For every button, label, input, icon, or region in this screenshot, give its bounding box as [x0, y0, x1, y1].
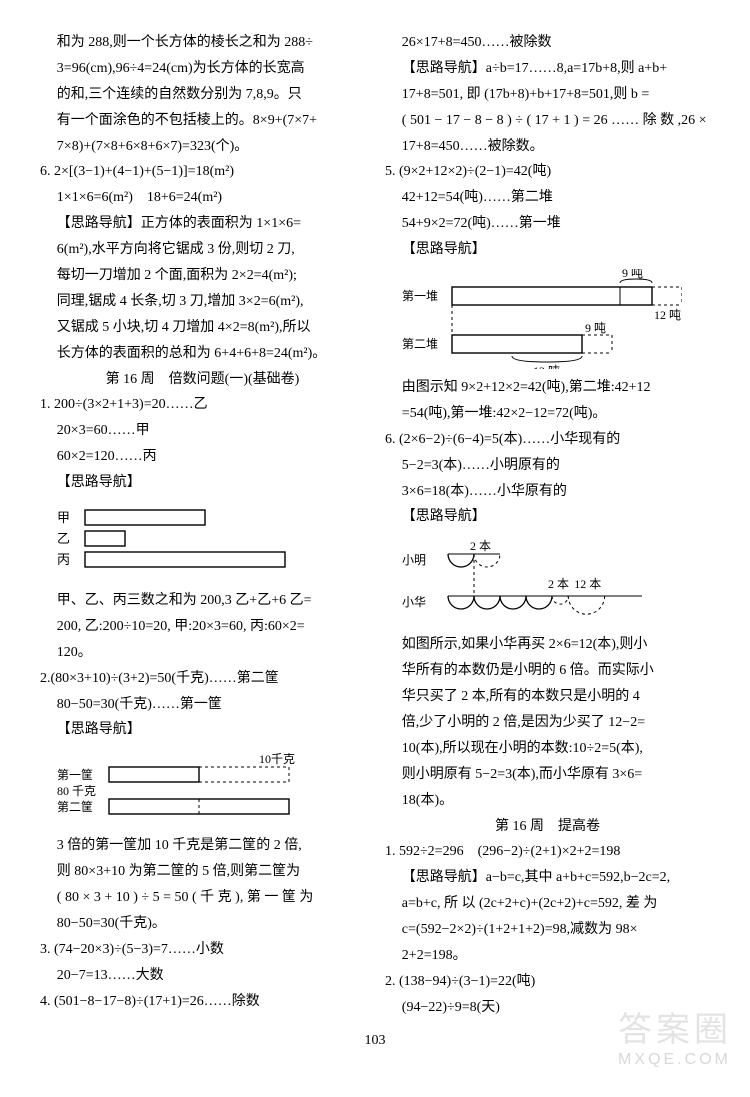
text: 又锯成 5 小块,切 4 刀增加 4×2=8(m²),所以	[57, 320, 311, 335]
svg-text:12 吨: 12 吨	[533, 364, 560, 369]
q1-conclusion: 甲、乙、丙三数之和为 200,3 乙+乙+6 乙= 200, 乙:200÷10=…	[40, 588, 365, 666]
p6-line1: 6. 2×[(3−1)+(4−1)+(5−1)]=18(m²)	[40, 159, 365, 185]
q3-line1: 3. (74−20×3)÷(5−3)=7……小数	[40, 937, 365, 963]
q1-line2: 20×3=60……甲	[40, 418, 365, 444]
svg-text:12 吨: 12 吨	[654, 308, 681, 322]
text: 200, 乙:200÷10=20, 甲:20×3=60, 丙:60×2=	[57, 619, 305, 634]
q2-bar-diagram: 第一筐 80 千克第二筐 10千克	[57, 749, 365, 827]
q4-continuation: 26×17+8=450……被除数 【思路导航】a÷b=17……8,a=17b+8…	[385, 30, 710, 159]
text: 3=96(cm),96÷4=24(cm)为长方体的长宽高	[57, 61, 305, 76]
text: 和为 288,则一个长方体的棱长之和为 288÷	[57, 35, 313, 50]
q2-line2: 80−50=30(千克)……第一筐	[40, 692, 365, 718]
p5-continuation: 和为 288,则一个长方体的棱长之和为 288÷ 3=96(cm),96÷4=2…	[40, 30, 365, 159]
q1-line3: 60×2=120……丙	[40, 444, 365, 470]
text: 2+2=198。	[402, 948, 467, 963]
q5-conclusion: 由图示知 9×2+12×2=42(吨),第二堆:42+12 =54(吨),第一堆…	[385, 375, 710, 427]
text: 倍,少了小明的 2 倍,是因为少买了 12−2=	[402, 715, 645, 730]
text: 每切一刀增加 2 个面,面积为 2×2=4(m²);	[57, 268, 297, 283]
text: 华所有的本数仍是小明的 6 倍。而实际小	[402, 663, 654, 678]
left-column: 和为 288,则一个长方体的棱长之和为 288÷ 3=96(cm),96÷4=2…	[40, 30, 365, 1021]
text: 【思路导航】a−b=c,其中 a+b+c=592,b−2c=2,	[402, 870, 670, 885]
svg-text:乙: 乙	[57, 531, 70, 546]
section-header-advance: 第 16 周 提高卷	[385, 814, 710, 840]
text: 10(本),所以现在小明的本数:10÷2=5(本),	[402, 741, 643, 756]
svg-text:第一筐: 第一筐	[57, 767, 93, 782]
q2-conclusion: 3 倍的第一筐加 10 千克是第二筐的 2 倍, 则 80×3+10 为第二筐的…	[40, 833, 365, 937]
svg-text:2 本: 2 本	[470, 539, 491, 553]
text: 26×17+8=450……被除数	[402, 35, 552, 50]
page-number: 103	[40, 1033, 710, 1049]
tq1-line1: 1. 592÷2=296 (296−2)÷(2+1)×2+2=198	[385, 839, 710, 865]
svg-text:80 千克: 80 千克	[57, 784, 96, 798]
svg-text:9 吨: 9 吨	[585, 321, 606, 335]
text: 则小明原有 5−2=3(本),而小华原有 3×6=	[402, 767, 642, 782]
text: 长方体的表面积的总和为 6+4+6+8=24(m²)。	[57, 346, 327, 361]
svg-text:第二堆: 第二堆	[402, 337, 438, 351]
svg-text:2 本: 2 本	[548, 577, 569, 591]
q1-line1: 1. 200÷(3×2+1+3)=20……乙	[40, 392, 365, 418]
svg-text:小华: 小华	[402, 595, 426, 609]
tq2-line1: 2. (138−94)÷(3−1)=22(吨)	[385, 969, 710, 995]
q5-diagram: 第一堆第二堆 9 吨 12 吨 9 吨 12 吨	[402, 269, 710, 369]
text: 华只买了 2 本,所有的本数只是小明的 4	[402, 689, 640, 704]
svg-text:第二筐: 第二筐	[57, 799, 93, 814]
text: 17+8=501, 即 (17b+8)+b+17+8=501,则 b =	[402, 87, 650, 102]
q5-line2: 42+12=54(吨)……第二堆	[385, 185, 710, 211]
text: 同理,锯成 4 长条,切 3 刀,增加 3×2=6(m²),	[57, 294, 304, 309]
svg-text:10千克: 10千克	[259, 752, 295, 766]
q6-conclusion: 如图所示,如果小华再买 2×6=12(本),则小 华所有的本数仍是小明的 6 倍…	[385, 632, 710, 813]
text: 17+8=450……被除数。	[402, 139, 544, 154]
q5-line3: 54+9×2=72(吨)……第一堆	[385, 211, 710, 237]
q6-line3: 3×6=18(本)……小华原有的	[385, 479, 710, 505]
section-header-basic: 第 16 周 倍数问题(一)(基础卷)	[40, 367, 365, 393]
text: 18(本)。	[402, 793, 453, 808]
content-columns: 和为 288,则一个长方体的棱长之和为 288÷ 3=96(cm),96÷4=2…	[40, 30, 710, 1021]
q2-thinking-hdr: 【思路导航】	[40, 717, 365, 743]
text: 甲、乙、丙三数之和为 200,3 乙+乙+6 乙=	[57, 593, 312, 608]
text: c=(592−2×2)÷(1+2+1+2)=98,减数为 98×	[402, 922, 638, 937]
svg-text:丙: 丙	[57, 552, 70, 567]
text: 7×8)+(7×8+6×8+6×7)=323(个)。	[57, 139, 248, 154]
q2-line1: 2.(80×3+10)÷(3+2)=50(千克)……第二筐	[40, 666, 365, 692]
text: 如图所示,如果小华再买 2×6=12(本),则小	[402, 637, 648, 652]
p6-line2: 1×1×6=6(m²) 18+6=24(m²)	[40, 185, 365, 211]
text: 【思路导航】正方体的表面积为 1×1×6=	[57, 216, 301, 231]
q6-line1: 6. (2×6−2)÷(6−4)=5(本)……小华现有的	[385, 427, 710, 453]
text: a=b+c, 所 以 (2c+2+c)+(2c+2)+c=592, 差 为	[402, 896, 658, 911]
q1-thinking-hdr: 【思路导航】	[40, 470, 365, 496]
text: =54(吨),第一堆:42×2−12=72(吨)。	[402, 406, 607, 421]
svg-text:12 本: 12 本	[574, 577, 601, 591]
tq1-thinking: 【思路导航】a−b=c,其中 a+b+c=592,b−2c=2, a=b+c, …	[385, 865, 710, 969]
q6-diagram: 小明小华 2 本 2 本 12 本	[402, 536, 710, 626]
svg-text:甲: 甲	[57, 510, 70, 525]
tq2-line2: (94−22)÷9=8(天)	[385, 995, 710, 1021]
q3-line2: 20−7=13……大数	[40, 963, 365, 989]
svg-text:小明: 小明	[402, 553, 426, 567]
q6-line2: 5−2=3(本)……小明原有的	[385, 453, 710, 479]
text: 由图示知 9×2+12×2=42(吨),第二堆:42+12	[402, 380, 651, 395]
text: 的和,三个连续的自然数分别为 7,8,9。只	[57, 87, 302, 102]
watermark-line2: MXQE.COM	[618, 1051, 732, 1069]
right-column: 26×17+8=450……被除数 【思路导航】a÷b=17……8,a=17b+8…	[385, 30, 710, 1021]
text: 80−50=30(千克)。	[57, 916, 166, 931]
text: 【思路导航】a÷b=17……8,a=17b+8,则 a+b+	[402, 61, 667, 76]
text: ( 80 × 3 + 10 ) ÷ 5 = 50 ( 千 克 ), 第 一 筐 …	[57, 890, 314, 905]
svg-text:9 吨: 9 吨	[622, 269, 643, 280]
q6-thinking-hdr: 【思路导航】	[385, 504, 710, 530]
text: 则 80×3+10 为第二筐的 5 倍,则第二筐为	[57, 864, 300, 879]
svg-text:第一堆: 第一堆	[402, 289, 438, 303]
text: 有一个面涂色的不包括棱上的。8×9+(7×7+	[57, 113, 317, 128]
q1-bar-diagram: 甲乙丙200	[57, 502, 365, 582]
text: 120。	[57, 645, 92, 660]
p6-thinking: 【思路导航】正方体的表面积为 1×1×6= 6(m²),水平方向将它锯成 3 份…	[40, 211, 365, 366]
text: ( 501 − 17 − 8 − 8 ) ÷ ( 17 + 1 ) = 26 ……	[402, 113, 707, 128]
text: 3 倍的第一筐加 10 千克是第二筐的 2 倍,	[57, 838, 302, 853]
q4-line1: 4. (501−8−17−8)÷(17+1)=26……除数	[40, 989, 365, 1015]
q5-thinking-hdr: 【思路导航】	[385, 237, 710, 263]
text: 6(m²),水平方向将它锯成 3 份,则切 2 刀,	[57, 242, 295, 257]
q5-line1: 5. (9×2+12×2)÷(2−1)=42(吨)	[385, 159, 710, 185]
